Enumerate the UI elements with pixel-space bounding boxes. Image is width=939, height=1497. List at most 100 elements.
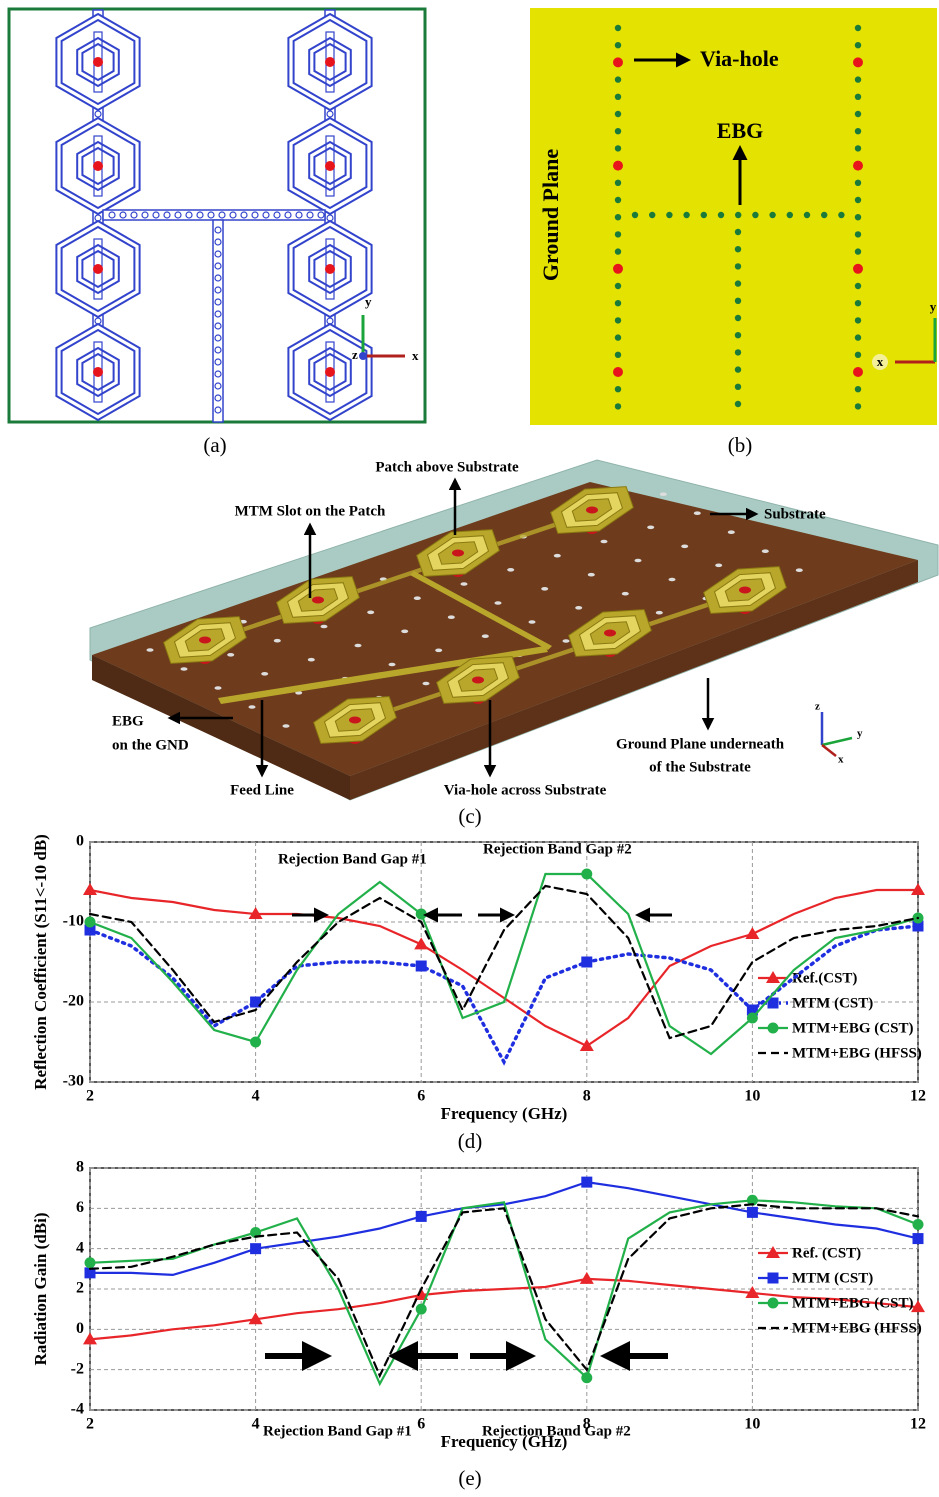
ebg-dot bbox=[615, 42, 621, 48]
via-hole bbox=[853, 367, 863, 377]
via-hole bbox=[601, 540, 608, 544]
via-hole bbox=[274, 639, 281, 643]
ebg-dot bbox=[855, 386, 861, 392]
y-tick-label: 0 bbox=[76, 833, 84, 850]
marker bbox=[416, 1304, 427, 1315]
marker bbox=[768, 1023, 779, 1034]
via-hole bbox=[482, 634, 489, 638]
legend-label: MTM+EBG (CST) bbox=[792, 1295, 913, 1311]
ebg-dot bbox=[752, 212, 758, 218]
ebg-dot bbox=[666, 212, 672, 218]
legend-label: MTM (CST) bbox=[792, 1270, 873, 1286]
legend-label: Ref. (CST) bbox=[792, 1245, 861, 1261]
via-hole bbox=[414, 596, 421, 600]
y-tick-label: -10 bbox=[63, 913, 84, 930]
ebg-dot bbox=[855, 94, 861, 100]
marker bbox=[581, 1177, 592, 1188]
ebg-dot bbox=[735, 246, 741, 252]
ebg-dot bbox=[855, 403, 861, 409]
feed-line bbox=[213, 220, 223, 422]
ebg-dot bbox=[615, 386, 621, 392]
ebg-dot bbox=[735, 349, 741, 355]
ebg-dot bbox=[615, 180, 621, 186]
x-tick-label: 12 bbox=[910, 1416, 926, 1433]
ebg-dot bbox=[615, 25, 621, 31]
marker bbox=[250, 1243, 261, 1254]
ebg-dot bbox=[615, 283, 621, 289]
via-hole bbox=[647, 526, 654, 530]
via-dot bbox=[325, 57, 335, 67]
via-hole bbox=[215, 686, 222, 690]
x-tick-label: 10 bbox=[744, 1088, 760, 1105]
ebg-dot bbox=[855, 76, 861, 82]
ebg-dot bbox=[855, 180, 861, 186]
marker bbox=[250, 1037, 261, 1048]
ebg-dot bbox=[615, 248, 621, 254]
via-hole bbox=[660, 492, 667, 496]
y-axis-label: Radiation Gain (dBi) bbox=[31, 1212, 50, 1365]
via-hole bbox=[147, 648, 154, 652]
via-hole bbox=[613, 57, 623, 67]
via-hole bbox=[507, 568, 514, 572]
ebg-dot bbox=[615, 214, 621, 220]
ebg-dot bbox=[855, 352, 861, 358]
via-dot bbox=[93, 161, 103, 171]
marker bbox=[416, 909, 427, 920]
marker bbox=[913, 1219, 924, 1230]
x-tick-label: 10 bbox=[744, 1416, 760, 1433]
via-hole bbox=[423, 682, 430, 686]
axis-label: z bbox=[352, 347, 358, 362]
y-tick-label: -20 bbox=[63, 993, 84, 1010]
ebg-dot bbox=[735, 263, 741, 269]
panel-label: (a) bbox=[203, 433, 226, 457]
ebg-dot bbox=[838, 212, 844, 218]
via-dot bbox=[586, 507, 598, 514]
ebg-dot bbox=[615, 94, 621, 100]
via-hole bbox=[613, 264, 623, 274]
via-hole bbox=[249, 705, 256, 709]
via-hole bbox=[613, 367, 623, 377]
y-tick-label: 4 bbox=[76, 1239, 84, 1256]
annotation: Ground Plane bbox=[538, 149, 563, 281]
axis-label: y bbox=[857, 728, 863, 740]
annotation: Via-hole bbox=[700, 46, 779, 71]
annotation: Patch above Substrate bbox=[375, 459, 519, 475]
ebg-dot bbox=[735, 229, 741, 235]
marker bbox=[581, 1372, 592, 1383]
via-dot bbox=[325, 367, 335, 377]
via-dot bbox=[312, 597, 324, 604]
y-tick-label: 6 bbox=[76, 1199, 84, 1216]
annotation: on the GND bbox=[112, 737, 189, 753]
ebg-dot bbox=[735, 298, 741, 304]
via-hole bbox=[389, 663, 396, 667]
via-hole bbox=[681, 545, 688, 549]
panel-label: (e) bbox=[458, 1466, 481, 1490]
marker bbox=[581, 957, 592, 968]
via-dot bbox=[93, 367, 103, 377]
ebg-dot bbox=[855, 214, 861, 220]
ebg-dot bbox=[735, 366, 741, 372]
axis-label: x bbox=[412, 348, 419, 363]
via-dot bbox=[93, 57, 103, 67]
ebg-dot bbox=[855, 334, 861, 340]
via-hole bbox=[401, 630, 408, 634]
x-tick-label: 2 bbox=[86, 1088, 94, 1105]
panel-label: (c) bbox=[458, 804, 481, 828]
ebg-dot bbox=[855, 42, 861, 48]
via-hole bbox=[495, 601, 502, 605]
ebg-dot bbox=[821, 212, 827, 218]
via-hole bbox=[853, 264, 863, 274]
via-hole bbox=[261, 672, 268, 676]
annotation: Rejection Band Gap #1 bbox=[278, 851, 427, 867]
via-hole bbox=[575, 606, 582, 610]
via-hole bbox=[227, 653, 234, 657]
ebg-dot bbox=[855, 197, 861, 203]
x-tick-label: 6 bbox=[417, 1088, 425, 1105]
via-hole bbox=[715, 564, 722, 568]
via-hole bbox=[283, 724, 290, 728]
ebg-dot bbox=[735, 315, 741, 321]
ebg-dot bbox=[632, 212, 638, 218]
via-dot bbox=[739, 587, 751, 594]
ebg-dot bbox=[735, 332, 741, 338]
ebg-dot bbox=[649, 212, 655, 218]
